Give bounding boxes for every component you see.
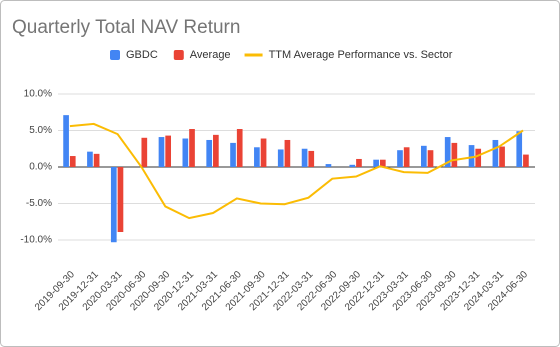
bar bbox=[69, 156, 76, 167]
bar bbox=[523, 154, 529, 167]
y-tick-label: 5.0% bbox=[29, 125, 52, 136]
chart-title: Quarterly Total NAV Return bbox=[12, 17, 240, 38]
bar bbox=[499, 146, 505, 167]
legend-label: Average bbox=[190, 49, 231, 61]
bar bbox=[189, 129, 195, 167]
y-tick-label: -5.0% bbox=[26, 198, 52, 209]
bar bbox=[427, 150, 434, 167]
legend-swatch bbox=[173, 50, 184, 60]
bar bbox=[373, 159, 379, 167]
bar bbox=[93, 153, 100, 167]
bar bbox=[110, 167, 117, 243]
bar bbox=[284, 139, 291, 167]
bar bbox=[403, 147, 410, 167]
bar bbox=[63, 115, 69, 167]
bar bbox=[301, 148, 308, 167]
bar bbox=[492, 139, 499, 167]
legend-swatch bbox=[110, 50, 120, 60]
bar bbox=[516, 131, 523, 167]
bar bbox=[451, 142, 458, 167]
bar bbox=[182, 138, 189, 167]
bar bbox=[325, 164, 332, 167]
bar bbox=[254, 147, 260, 167]
bar bbox=[277, 149, 284, 167]
legend-label: GBDC bbox=[126, 49, 158, 61]
bar bbox=[87, 151, 93, 167]
bar bbox=[158, 137, 165, 167]
bar bbox=[444, 137, 451, 167]
legend-label: TTM Average Performance vs. Sector bbox=[269, 49, 453, 61]
bar bbox=[397, 150, 403, 167]
y-tick-label: 0.0% bbox=[29, 162, 52, 173]
bar bbox=[165, 135, 172, 167]
bar bbox=[356, 158, 362, 167]
bar bbox=[260, 138, 267, 167]
bar bbox=[308, 150, 315, 167]
bar bbox=[475, 148, 482, 167]
bar bbox=[206, 139, 213, 167]
y-tick-label: -10.0% bbox=[20, 235, 52, 246]
bar bbox=[213, 134, 219, 167]
bar bbox=[420, 145, 427, 167]
bar bbox=[379, 159, 386, 167]
bar bbox=[236, 129, 243, 167]
y-tick-label: 10.0% bbox=[24, 89, 52, 100]
bar bbox=[141, 137, 148, 167]
bar bbox=[468, 145, 475, 167]
bar bbox=[117, 167, 124, 233]
line bbox=[69, 122, 524, 220]
bar bbox=[230, 142, 236, 167]
bar bbox=[349, 164, 356, 167]
